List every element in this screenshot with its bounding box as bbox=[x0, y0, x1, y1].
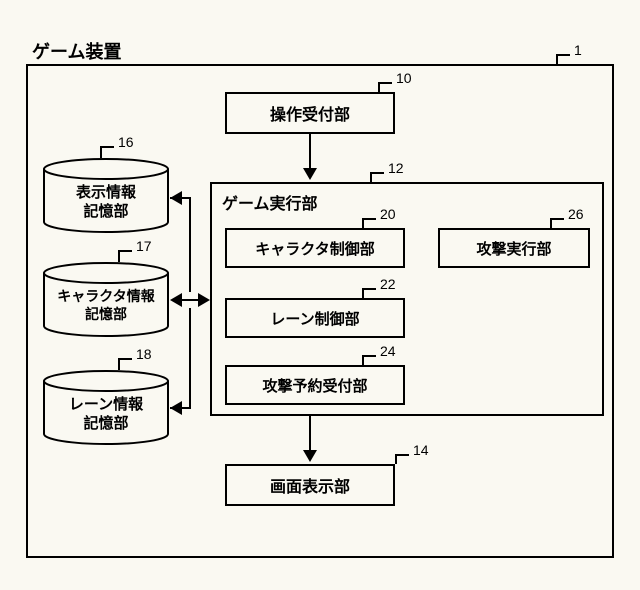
res-ref: 24 bbox=[380, 343, 396, 359]
op-ref-lead bbox=[378, 82, 392, 92]
atk-ref-lead bbox=[550, 218, 564, 228]
op-ref: 10 bbox=[396, 70, 412, 86]
res-ref-lead bbox=[362, 355, 376, 365]
cyl-d1-label: 表示情報記憶部 bbox=[42, 184, 170, 222]
disp-ref-lead bbox=[395, 454, 409, 464]
box-res-label: 攻撃予約受付部 bbox=[262, 375, 367, 396]
arrowhead-into-d1 bbox=[170, 191, 182, 205]
box-op: 操作受付部 bbox=[225, 92, 395, 134]
arrowhead-into-d3 bbox=[170, 401, 182, 415]
disp-ref: 14 bbox=[413, 442, 429, 458]
d1-ref: 16 bbox=[118, 134, 134, 150]
atk-ref: 26 bbox=[568, 206, 584, 222]
char-ref-lead bbox=[362, 218, 376, 228]
box-lane: レーン制御部 bbox=[225, 298, 405, 338]
d3-ref: 18 bbox=[136, 346, 152, 362]
d2-ref-lead bbox=[118, 250, 132, 262]
box-disp: 画面表示部 bbox=[225, 464, 395, 506]
cyl-d2: キャラクタ情報記憶部 bbox=[42, 262, 170, 338]
outer-ref: 1 bbox=[574, 42, 582, 58]
cyl-d3-label: レーン情報記憶部 bbox=[42, 396, 170, 434]
exec-ref: 12 bbox=[388, 160, 404, 176]
outer-title: ゲーム装置 bbox=[32, 38, 121, 64]
exec-ref-lead bbox=[370, 172, 384, 182]
outer-ref-lead bbox=[556, 54, 570, 64]
box-atk-label: 攻撃実行部 bbox=[476, 238, 551, 259]
lane-ref: 22 bbox=[380, 276, 396, 292]
cyl-d2-label: キャラクタ情報記憶部 bbox=[42, 288, 170, 323]
cyl-d1: 表示情報記憶部 bbox=[42, 158, 170, 234]
box-res: 攻撃予約受付部 bbox=[225, 365, 405, 405]
d1-ref-lead bbox=[100, 146, 114, 158]
box-op-label: 操作受付部 bbox=[270, 101, 350, 125]
box-atk: 攻撃実行部 bbox=[438, 228, 590, 268]
box-exec-title: ゲーム実行部 bbox=[222, 190, 318, 214]
lane-ref-lead bbox=[362, 288, 376, 298]
cyl-d3: レーン情報記憶部 bbox=[42, 370, 170, 446]
box-char: キャラクタ制御部 bbox=[225, 228, 405, 268]
box-lane-label: レーン制御部 bbox=[270, 308, 359, 329]
d2-ref: 17 bbox=[136, 238, 152, 254]
box-char-label: キャラクタ制御部 bbox=[255, 238, 374, 259]
char-ref: 20 bbox=[380, 206, 396, 222]
d3-ref-lead bbox=[118, 358, 132, 370]
box-disp-label: 画面表示部 bbox=[270, 473, 350, 497]
diagram-canvas: ゲーム装置 1 操作受付部 10 ゲーム実行部 12 キャラクタ制御部 20 攻… bbox=[0, 0, 640, 590]
